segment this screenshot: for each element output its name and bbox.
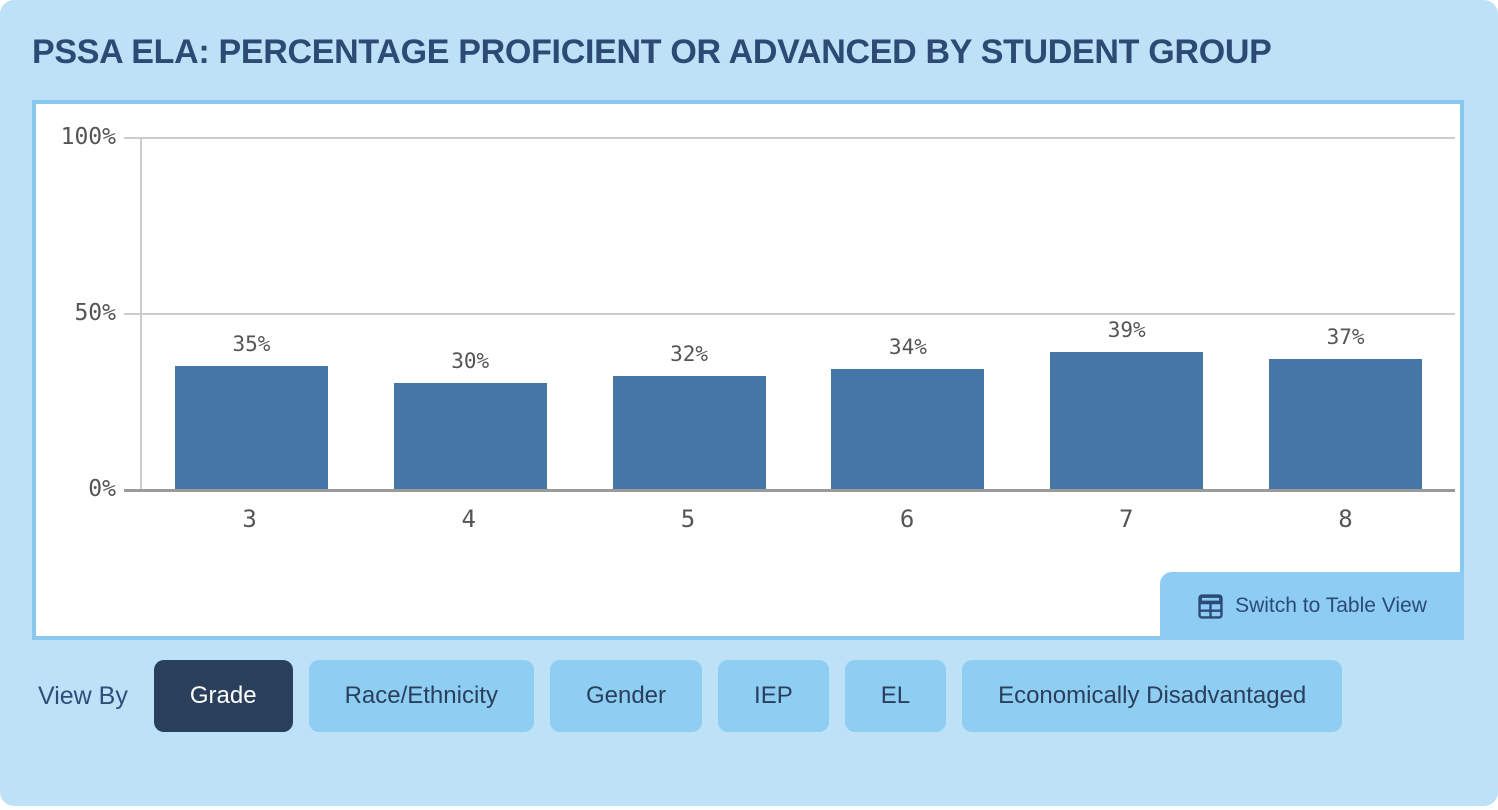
gridline-100 [124, 137, 1455, 139]
gridline-50 [124, 313, 1455, 315]
bar-group-6: 34% [798, 137, 1017, 489]
table-icon [1197, 593, 1224, 620]
bar-grade-3 [174, 365, 328, 489]
view-by-options: Grade Race/Ethnicity Gender IEP EL Economical… [153, 660, 1358, 732]
view-by-option-economically-disadvantaged[interactable]: Economically Disadvantaged [962, 660, 1343, 732]
plot-area: 100% 50% 0% 35% 30% 32% 34% 39% 37% [61, 124, 1455, 502]
bar-group-7: 39% [1017, 137, 1236, 489]
bar-grade-7 [1050, 351, 1204, 489]
view-by-option-gender[interactable]: Gender [549, 660, 703, 732]
bar-value-label: 35% [232, 331, 271, 356]
bar-value-label: 37% [1326, 324, 1365, 349]
x-tick-label-5: 5 [680, 505, 696, 533]
x-tick-label-4: 4 [461, 505, 476, 533]
x-tick-label-3: 3 [242, 505, 257, 533]
bar-grade-6 [831, 369, 985, 489]
y-tick-label-0: 0% [88, 476, 116, 502]
bar-grade-8 [1269, 358, 1423, 489]
bar-value-label: 39% [1107, 317, 1146, 342]
x-axis-labels: 3 4 5 6 7 8 [140, 505, 1455, 533]
bar-group-3: 35% [142, 137, 361, 489]
bar-grade-4 [393, 383, 547, 489]
x-tick-label-7: 7 [1119, 505, 1134, 533]
chart-panel: 100% 50% 0% 35% 30% 32% 34% 39% 37% 3 4 5 6 7 8 Switc… [32, 100, 1464, 640]
x-tick-label-8: 8 [1338, 505, 1353, 533]
view-by-option-el[interactable]: EL [844, 660, 947, 732]
bar-value-label: 34% [888, 335, 927, 360]
view-by-option-iep[interactable]: IEP [718, 660, 829, 732]
bar-group-5: 32% [580, 137, 799, 489]
switch-to-table-view-button[interactable]: Switch to Table View [1160, 572, 1464, 640]
table-view-button-label: Switch to Table View [1235, 594, 1427, 617]
y-tick-label-50: 50% [74, 300, 116, 326]
view-by-row: View By Grade Race/Ethnicity Gender IEP EL Ec… [38, 660, 1466, 732]
gridline-0 [124, 489, 1455, 492]
bar-value-label: 32% [670, 342, 709, 367]
view-by-label: View By [38, 681, 128, 710]
bar-value-label: 30% [451, 349, 490, 374]
x-tick-label-6: 6 [899, 505, 915, 533]
bar-grade-5 [612, 376, 766, 489]
bar-group-4: 30% [361, 137, 580, 489]
view-by-option-race-ethnicity[interactable]: Race/Ethnicity [308, 660, 534, 732]
y-tick-label-100: 100% [60, 124, 116, 150]
bars-row: 35% 30% 32% 34% 39% 37% [142, 137, 1455, 489]
bar-group-8: 37% [1236, 137, 1455, 489]
view-by-option-grade[interactable]: Grade [153, 660, 293, 732]
page-title: PSSA ELA: PERCENTAGE PROFICIENT OR ADVAN… [32, 33, 1272, 71]
